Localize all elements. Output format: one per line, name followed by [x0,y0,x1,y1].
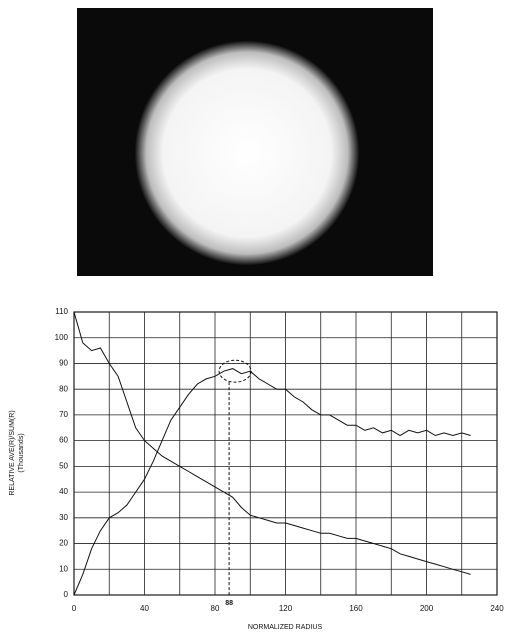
x-tick-label: 200 [420,604,434,613]
annotation-circle [218,359,252,383]
series-line [73,311,471,575]
x-tick-label: 160 [349,604,363,613]
x-tick-label: 40 [140,604,149,613]
y-tick-label: 60 [59,436,68,445]
x-tick-label: 0 [72,604,77,613]
y-tick-label: 90 [59,359,68,368]
y-tick-label: 40 [59,487,68,496]
y-axis-label: RELATIVE AVE(R)/SUM(R) [9,410,16,495]
y-axis-sublabel: (Thousands) [18,433,25,472]
x-tick-label: 240 [490,604,504,613]
x-tick-label: 80 [211,604,220,613]
series-line [73,368,471,596]
y-tick-label: 110 [55,307,68,316]
y-tick-label: 100 [55,333,69,342]
photo-disk [135,41,359,265]
y-tick-label: 20 [59,539,68,548]
y-tick-label: 30 [59,513,68,522]
annotation-label: 88 [225,600,233,607]
y-tick-label: 70 [59,410,68,419]
y-tick-label: 50 [59,461,68,470]
chart: 0 10 20 30 40 50 60 70 80 90 100 110 0 40 80 120 160 200 2… [55,307,505,613]
x-tick-label: 120 [279,604,293,613]
y-tick-label: 0 [64,590,69,599]
x-axis-label: NORMALIZED RADIUS [248,624,323,631]
y-tick-label: 10 [59,564,68,573]
y-tick-label: 80 [59,384,68,393]
